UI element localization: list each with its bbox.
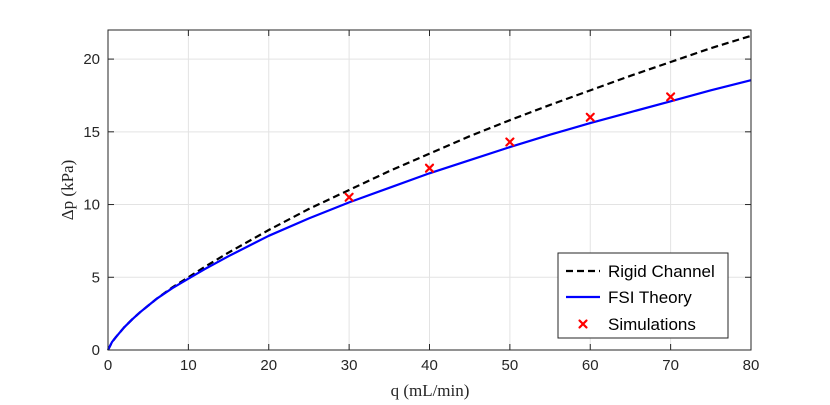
x-axis-label: q (mL/min): [391, 381, 470, 400]
x-tick-label: 10: [180, 357, 197, 374]
x-tick-label: 60: [582, 357, 599, 374]
x-tick-label: 20: [260, 357, 277, 374]
simulations-marker-stroke: [505, 137, 515, 147]
x-tick-label: 70: [662, 357, 679, 374]
x-tick-label: 30: [341, 357, 358, 374]
x-tick-label: 0: [104, 357, 112, 374]
y-tick-label: 10: [83, 197, 100, 214]
y-axis-label: Δp (kPa): [58, 160, 77, 221]
y-tick-label: 20: [83, 51, 100, 68]
series-layer: [107, 34, 752, 351]
simulations-marker: [666, 92, 676, 102]
y-tick-label: 15: [83, 124, 100, 141]
legend: Rigid Channel FSI Theory Simulations: [557, 252, 729, 339]
simulations-marker-stroke: [424, 163, 435, 173]
simulations-marker: [505, 137, 515, 147]
fsi-theory-line: [107, 79, 752, 351]
x-tick-label: 80: [743, 357, 760, 374]
simulations-marker-stroke: [344, 192, 354, 202]
y-tick-label: 5: [92, 269, 100, 286]
legend-rigid-channel-label: Rigid Channel: [608, 262, 715, 281]
legend-simulations-label: Simulations: [608, 315, 696, 334]
simulations-marker-stroke: [585, 112, 595, 122]
x-tick-label: 50: [502, 357, 519, 374]
legend-box: [557, 252, 729, 339]
simulations-marker: [344, 192, 354, 202]
legend-fsi-theory-label: FSI Theory: [608, 288, 692, 307]
simulations-marker-stroke: [666, 92, 676, 102]
simulations-marker: [585, 112, 595, 122]
legend-simulations-swatch: [578, 319, 588, 329]
ticks: 0 10 20 30 40 50 60 70 80 0 5 10 15 20: [83, 30, 759, 374]
y-tick-label: 0: [92, 342, 100, 359]
simulations-marker: [424, 163, 435, 173]
x-tick-label: 40: [421, 357, 438, 374]
